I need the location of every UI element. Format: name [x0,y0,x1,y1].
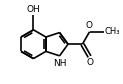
Text: OH: OH [27,5,40,14]
Text: O: O [87,58,94,67]
Text: O: O [85,21,92,30]
Text: NH: NH [53,59,67,68]
Text: CH₃: CH₃ [105,27,120,36]
